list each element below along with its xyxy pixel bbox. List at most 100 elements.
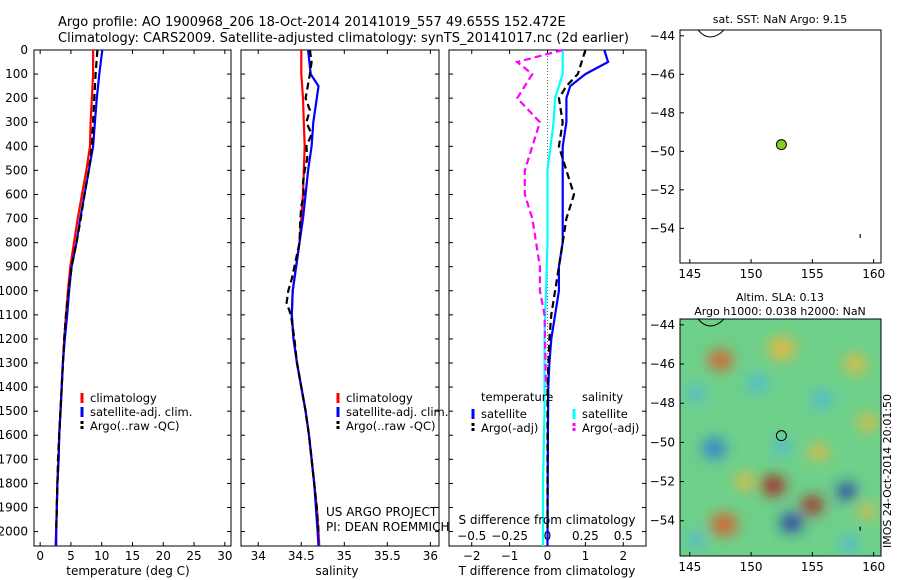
difference-legend-label: Argo(-adj) xyxy=(481,421,538,435)
sla-map-title-line2: Argo h1000: 0.038 h2000: NaN xyxy=(694,305,866,318)
sla-anomaly-blob xyxy=(808,443,829,461)
sst_map-ytick-label: −44 xyxy=(650,29,675,43)
difference-legend-label: Argo(-adj) xyxy=(582,421,639,435)
sla_map-xtick-label: 160 xyxy=(862,560,885,574)
sst_map-ytick-label: −50 xyxy=(650,144,675,158)
figure-title-line1: Argo profile: AO 1900968_206 18-Oct-2014… xyxy=(58,15,566,30)
sla_map-ytick-label: −44 xyxy=(650,318,675,332)
credit-line1: US ARGO PROJECT xyxy=(326,505,438,519)
sst_map-ytick-label: −48 xyxy=(650,106,675,120)
sst-map-title: sat. SST: NaN Argo: 9.15 xyxy=(713,13,847,26)
temperature-xtick-label: 25 xyxy=(186,549,201,563)
sla-anomaly-blob xyxy=(686,385,706,402)
difference-legend-salinity-header: salinity xyxy=(582,390,623,404)
temperature-legend-label: Argo(..raw -QC) xyxy=(90,419,180,433)
sla-anomaly-blob xyxy=(857,414,878,432)
sla_map-xtick-label: 155 xyxy=(801,560,824,574)
depth-tick-label: 1500 xyxy=(0,404,28,418)
depth-tick-label: 1200 xyxy=(0,332,28,346)
salinity-xtick-label: 35 xyxy=(337,549,352,563)
sst_map-frame xyxy=(679,29,882,264)
sla_map-ytick-label: −54 xyxy=(650,514,675,528)
depth-tick-label: 600 xyxy=(5,187,28,201)
salinity-diff-tick-label: −0.25 xyxy=(491,529,528,543)
depth-tick-label: 100 xyxy=(5,67,28,81)
differences-xtick-label: −2 xyxy=(463,549,481,563)
imos-timestamp: IMOS 24-Oct-2014 20:01:50 xyxy=(881,394,894,548)
depth-tick-label: 2000 xyxy=(0,525,28,539)
sla_map-ytick-label: −52 xyxy=(650,475,675,489)
salinity-legend-label: Argo(..raw -QC) xyxy=(346,419,436,433)
temperature-xtick-label: 15 xyxy=(125,549,140,563)
sst_map-contours xyxy=(697,30,861,238)
temperature-series-argo-raw-qc- xyxy=(55,49,99,532)
depth-tick-label: 400 xyxy=(5,139,28,153)
sla-anomaly-blob xyxy=(858,503,877,519)
depth-tick-label: 800 xyxy=(5,236,28,250)
sla-anomaly-blob xyxy=(708,349,733,371)
sla-map-panel: 145 150 155 160 −44 −46 −48 −50 −52 −54 xyxy=(650,318,885,574)
salinity-diff-tick-label: −0.5 xyxy=(457,529,486,543)
sla-anomaly-blob xyxy=(746,374,769,394)
temperature-legend-label: satellite-adj. clim. xyxy=(90,405,192,419)
sla-anomaly-blob xyxy=(768,336,796,360)
sla_map-ytick-label: −46 xyxy=(650,357,675,371)
sla-anomaly-blob xyxy=(686,531,706,549)
salinity-frame xyxy=(240,49,440,547)
depth-tick-label: 700 xyxy=(5,212,28,226)
difference-top-axis-label: S difference from climatology xyxy=(459,513,636,527)
sst_map-float-position-marker xyxy=(775,139,787,151)
sla-field xyxy=(686,336,878,553)
sst_map-contour xyxy=(697,30,725,38)
salinity-series-satellite-adj-clim- xyxy=(290,49,320,547)
sst_map-ytick-label: −52 xyxy=(650,183,675,197)
depth-tick-label: 1600 xyxy=(0,428,28,442)
sla-anomaly-blob xyxy=(839,535,859,553)
sla_map-xtick-label: 145 xyxy=(678,560,701,574)
salinity-series-argo-raw-qc- xyxy=(285,49,320,532)
depth-tick-label: 300 xyxy=(5,115,28,129)
depth-tick-label: 1000 xyxy=(0,284,28,298)
differences-series-argo-adj- xyxy=(514,48,563,388)
sla-anomaly-blob xyxy=(844,354,867,374)
sla_map-ytick-label: −48 xyxy=(650,396,675,410)
temperature-xtick-label: 10 xyxy=(94,549,109,563)
salinity-x-label: salinity xyxy=(315,564,358,578)
temperature-frame xyxy=(33,49,232,547)
temperature-x-label: temperature (deg C) xyxy=(66,564,189,578)
sla-map-title-line1: Altim. SLA: 0.13 xyxy=(736,291,824,304)
differences-xtick-label: 1 xyxy=(582,549,590,563)
depth-tick-label: 200 xyxy=(5,91,28,105)
depth-tick-label: 1700 xyxy=(0,452,28,466)
sla-anomaly-blob xyxy=(710,513,738,537)
sla-anomaly-blob xyxy=(735,473,755,490)
difference-legend-label: satellite xyxy=(481,407,527,421)
sla-anomaly-blob xyxy=(836,483,857,500)
salinity-legend-label: satellite-adj. clim. xyxy=(346,405,448,419)
sla_map-frame xyxy=(679,318,882,557)
sst-map-panel: 145 150 155 160 −44 −46 −48 −50 −52 −54 xyxy=(650,29,885,281)
depth-tick-label: 1300 xyxy=(0,356,28,370)
salinity-diff-tick-label: 0.5 xyxy=(614,529,633,543)
salinity-xtick-label: 35.5 xyxy=(374,549,401,563)
depth-tick-label: 1400 xyxy=(0,380,28,394)
temperature-legend-label: climatology xyxy=(90,391,157,405)
depth-tick-label: 500 xyxy=(5,163,28,177)
depth-tick-label: 900 xyxy=(5,260,28,274)
temperature-xtick-label: 0 xyxy=(36,549,44,563)
depth-tick-label: 0 xyxy=(20,43,28,57)
temperature-xtick-label: 30 xyxy=(217,549,232,563)
sla-field-blurred xyxy=(686,336,878,553)
sla_map-ytick-label: −50 xyxy=(650,435,675,449)
depth-tick-label: 1100 xyxy=(0,308,28,322)
salinity-xtick-label: 36 xyxy=(423,549,438,563)
figure-title-line2: Climatology: CARS2009. Satellite-adjuste… xyxy=(58,31,629,46)
salinity-xtick-label: 34.5 xyxy=(288,549,315,563)
sla-anomaly-blob xyxy=(771,437,792,455)
differences-series-satellite xyxy=(541,50,564,546)
depth-tick-label: 1800 xyxy=(0,476,28,490)
sst_map-xtick-label: 155 xyxy=(801,267,824,281)
sst_map-ytick-label: −46 xyxy=(650,67,675,81)
